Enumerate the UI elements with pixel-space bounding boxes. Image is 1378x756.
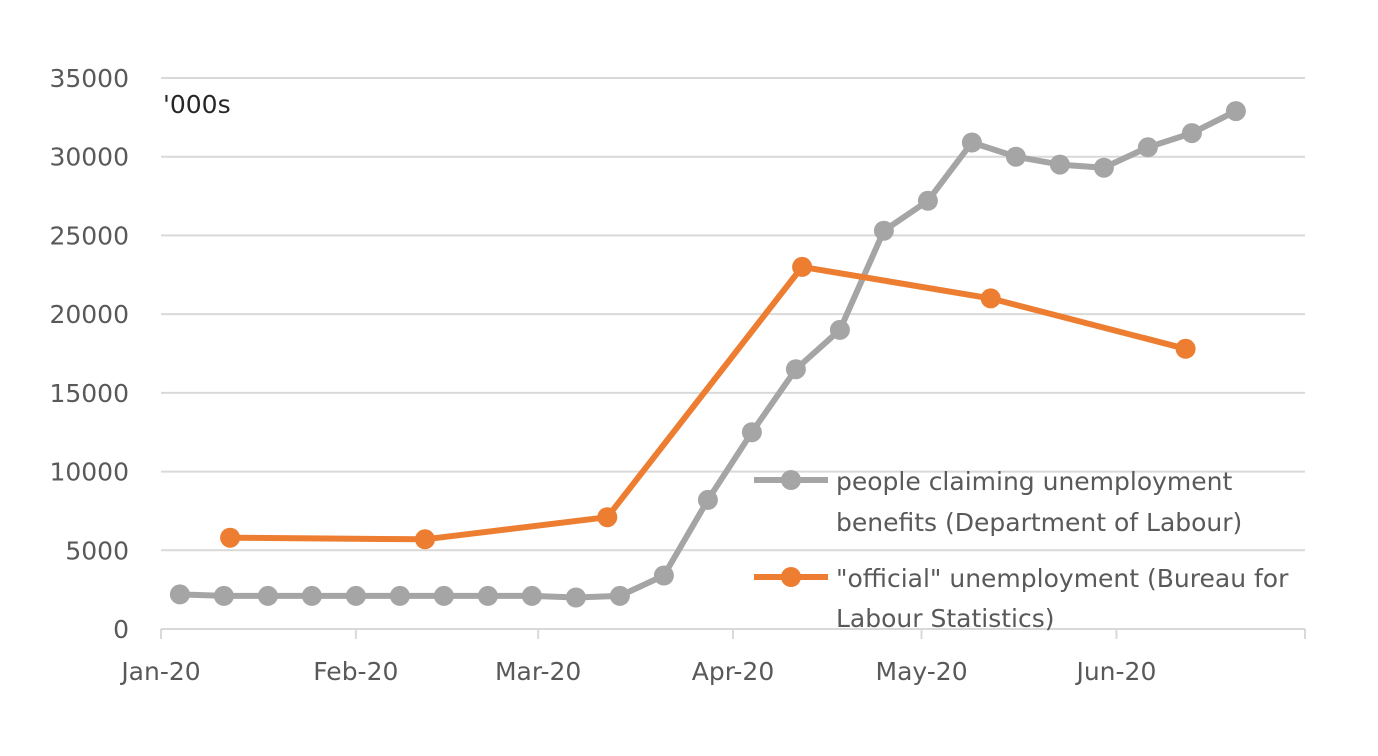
data-point-benefits-claimants — [1093, 157, 1114, 178]
y-tick-label: 25000 — [49, 221, 129, 250]
legend-entry-official-unemployment: "official" unemployment (Bureau for Labo… — [754, 564, 1289, 633]
series-official-unemployment — [220, 256, 1196, 550]
series-benefits-claimants — [169, 101, 1246, 608]
data-point-benefits-claimants — [169, 584, 190, 605]
data-point-benefits-claimants — [213, 585, 234, 606]
data-point-benefits-claimants — [829, 319, 850, 340]
y-axis: 0 5000 10000 15000 20000 25000 30000 35000 — [49, 64, 129, 644]
y-tick-label: 20000 — [49, 300, 129, 329]
data-point-benefits-claimants — [521, 585, 542, 606]
legend-marker-official-unemployment — [781, 567, 801, 587]
data-point-benefits-claimants — [301, 585, 322, 606]
x-axis: Jan-20 Feb-20 Mar-20 Apr-20 May-20 Jun-20 — [119, 628, 1306, 686]
x-tick-label: Jun-20 — [1074, 657, 1156, 686]
y-tick-label: 5000 — [65, 536, 129, 565]
data-point-benefits-claimants — [785, 359, 806, 380]
data-point-official-unemployment — [1175, 338, 1196, 359]
legend-marker-benefits-claimants — [781, 470, 801, 490]
data-point-benefits-claimants — [873, 220, 894, 241]
data-point-benefits-claimants — [1181, 123, 1202, 144]
data-point-official-unemployment — [220, 527, 241, 548]
y-tick-label: 15000 — [49, 379, 129, 408]
data-point-benefits-claimants — [1049, 154, 1070, 175]
legend-entry-benefits-claimants: people claiming unemployment benefits (D… — [754, 467, 1242, 537]
data-point-benefits-claimants — [653, 565, 674, 586]
data-point-benefits-claimants — [609, 585, 630, 606]
legend-label-official-unemployment-line1: "official" unemployment (Bureau for — [836, 564, 1289, 593]
data-point-official-unemployment — [792, 256, 813, 277]
unit-label: '000s — [163, 90, 231, 119]
data-point-benefits-claimants — [961, 132, 982, 153]
data-point-official-unemployment — [980, 288, 1001, 309]
y-tick-label: 30000 — [49, 143, 129, 172]
x-tick-label: Apr-20 — [692, 657, 774, 686]
data-point-benefits-claimants — [477, 585, 498, 606]
data-point-benefits-claimants — [741, 422, 762, 443]
x-tick-label: Mar-20 — [495, 657, 581, 686]
series-line-official-unemployment — [230, 263, 1187, 543]
x-tick-label: Feb-20 — [313, 657, 398, 686]
data-point-benefits-claimants — [917, 190, 938, 211]
data-point-official-unemployment — [415, 529, 435, 550]
y-tick-label: 10000 — [49, 458, 129, 487]
data-point-benefits-claimants — [257, 585, 278, 606]
y-tick-label: 0 — [113, 615, 129, 644]
data-point-benefits-claimants — [1005, 146, 1026, 167]
legend-label-benefits-claimants-line2: benefits (Department of Labour) — [836, 508, 1242, 537]
data-point-benefits-claimants — [565, 587, 586, 608]
data-point-benefits-claimants — [697, 489, 718, 510]
data-point-benefits-claimants — [433, 585, 454, 606]
x-tick-label: Jan-20 — [119, 657, 200, 686]
legend: people claiming unemployment benefits (D… — [754, 467, 1289, 633]
legend-label-benefits-claimants-line1: people claiming unemployment — [836, 467, 1233, 496]
data-point-benefits-claimants — [345, 585, 366, 606]
data-point-benefits-claimants — [1137, 137, 1158, 158]
legend-label-official-unemployment-line2: Labour Statistics) — [836, 604, 1055, 633]
data-point-benefits-claimants — [1225, 101, 1246, 122]
y-tick-label: 35000 — [49, 64, 129, 93]
gridlines — [161, 77, 1305, 552]
series-layer — [169, 101, 1246, 608]
x-tick-label: May-20 — [876, 657, 968, 686]
data-point-official-unemployment — [597, 507, 618, 528]
data-point-benefits-claimants — [389, 585, 410, 606]
